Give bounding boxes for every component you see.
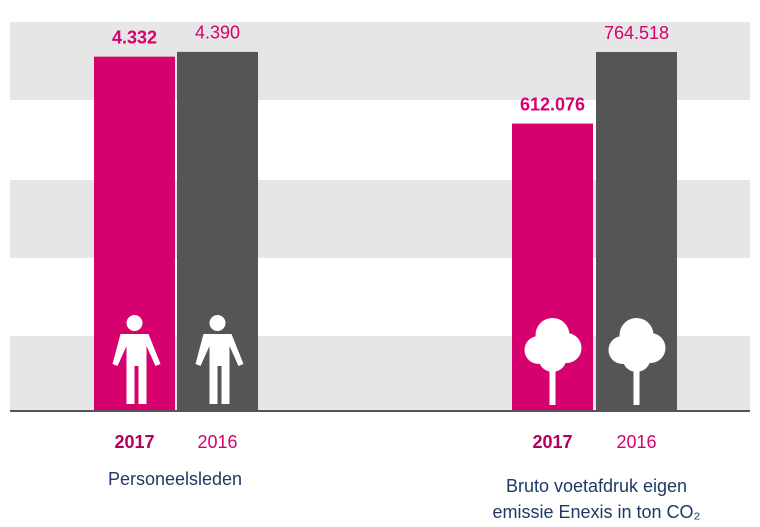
icon — [195, 334, 244, 404]
icon — [538, 344, 567, 372]
icon — [549, 360, 556, 405]
icon — [112, 334, 161, 404]
icon — [619, 318, 654, 352]
chart-title: Personeelsleden — [107, 469, 243, 489]
x-tick-label: 2017 — [114, 432, 154, 452]
icon — [209, 315, 226, 331]
x-tick-label: 2017 — [532, 432, 572, 452]
x-tick-label: 2016 — [616, 432, 656, 452]
value-label: 4.332 — [112, 27, 157, 47]
icon — [126, 315, 143, 331]
value-label: 764.518 — [604, 23, 669, 43]
icon — [535, 318, 570, 352]
icon — [622, 344, 651, 372]
x-tick-label: 2016 — [197, 432, 237, 452]
value-label: 4.390 — [195, 23, 240, 43]
value-label: 612.076 — [520, 94, 585, 114]
chart-title: Bruto voetafdruk eigen emissie Enexis in… — [492, 476, 701, 522]
icon — [633, 360, 640, 405]
